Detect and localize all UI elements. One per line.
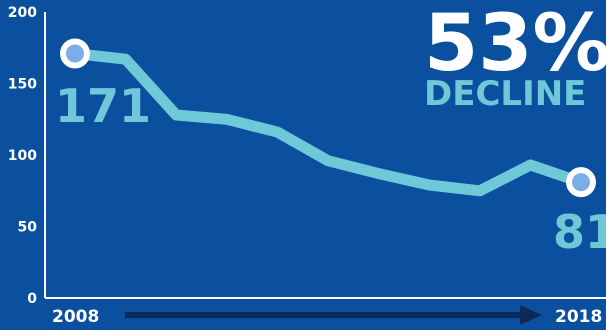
y-tick-label-0: 0: [27, 291, 37, 307]
end-point-marker: [566, 167, 596, 198]
headline-decline-label: DECLINE: [424, 74, 586, 114]
start-point-marker: [60, 38, 90, 69]
series-line: [69, 48, 587, 197]
x-tick-label-end: 2018: [555, 307, 602, 327]
y-tick-label-200: 200: [8, 5, 37, 21]
x-tick-label-start: 2008: [52, 307, 99, 327]
y-tick-label-100: 100: [8, 148, 37, 164]
timeline-arrow-head-icon: [520, 305, 542, 325]
y-tick-label-150: 150: [8, 77, 37, 93]
y-tick-label-50: 50: [18, 220, 38, 236]
headline-percent: 53%: [424, 0, 606, 89]
end-value-label: 81: [553, 205, 606, 259]
start-value-label: 171: [55, 79, 151, 133]
